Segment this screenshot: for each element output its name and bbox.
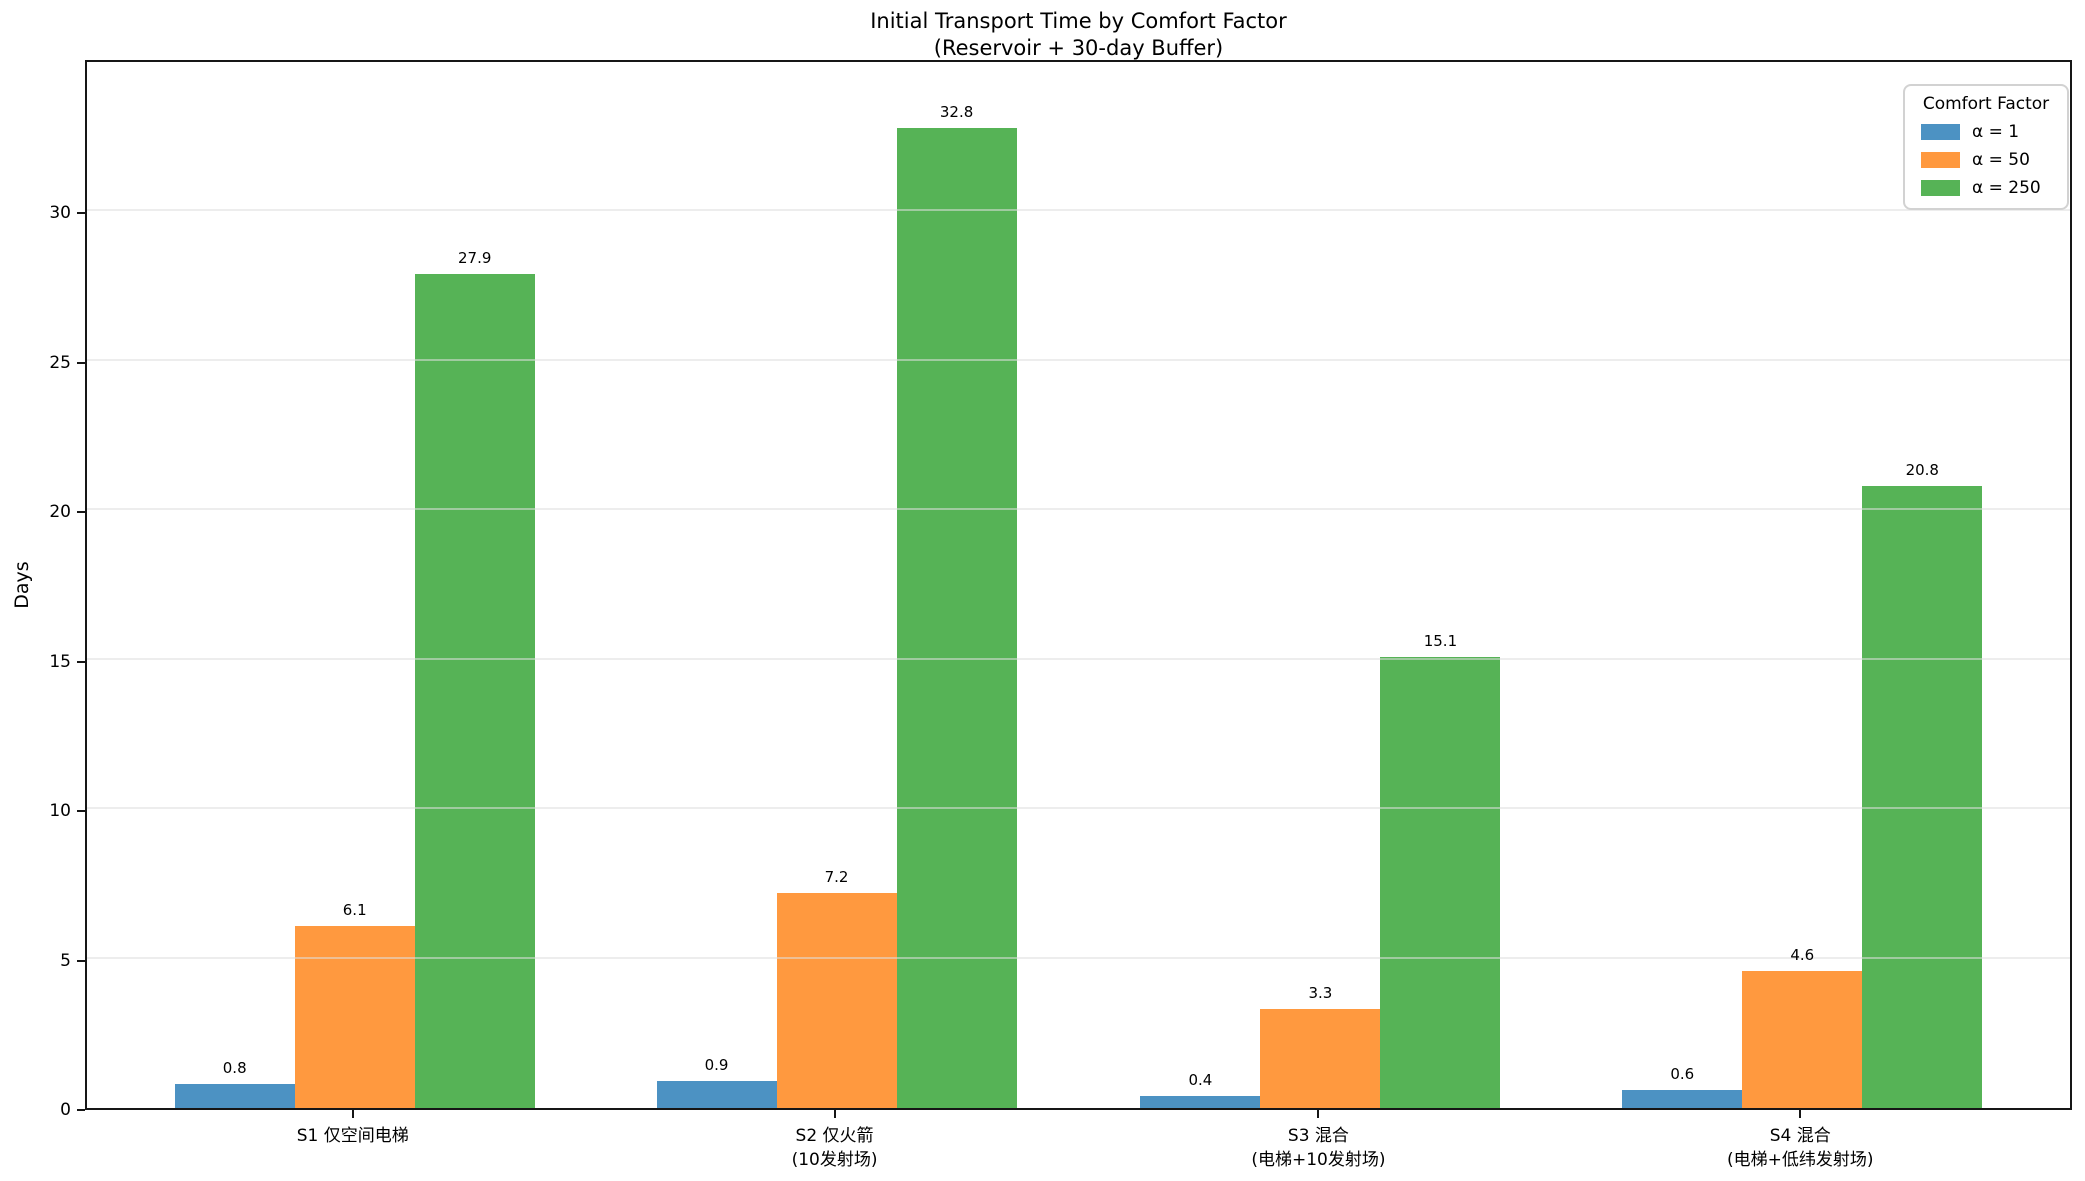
bar-value-label: 6.1 bbox=[342, 900, 367, 919]
bar-value-label: 32.8 bbox=[939, 102, 974, 121]
bar-3-α=50 bbox=[1260, 1009, 1381, 1108]
bar-value-label: 0.6 bbox=[1670, 1065, 1695, 1084]
plot-area: 0.8 6.1 27.9 0.9 7.2 32.8 0.4 3.3 15.1 0.6 4.6 20.8 bbox=[85, 60, 2072, 1110]
legend-label: α = 50 bbox=[1972, 150, 2030, 170]
legend-label: α = 1 bbox=[1972, 122, 2020, 142]
chart-title-line1: Initial Transport Time by Comfort Factor bbox=[870, 9, 1287, 33]
xtick-label: S3 混合 (电梯+10发射场) bbox=[1251, 1126, 1386, 1170]
legend: Comfort Factor α = 1 α = 50 α = 250 bbox=[1903, 84, 2069, 210]
bar-4-α=50 bbox=[1742, 970, 1863, 1108]
bar-value-label: 27.9 bbox=[458, 249, 492, 268]
xtick-mark bbox=[833, 1110, 836, 1118]
ytick-label: 10 bbox=[49, 801, 71, 822]
bar-value-label: 15.1 bbox=[1423, 631, 1458, 650]
bar-value-label: 4.6 bbox=[1790, 945, 1815, 964]
bar-1-α=1 bbox=[174, 1084, 295, 1108]
xtick-label: S2 仅火箭 (10发射场) bbox=[791, 1126, 878, 1170]
ytick-label: 25 bbox=[49, 352, 71, 373]
bar-1-α=250 bbox=[414, 274, 535, 1108]
bar-2-α=1 bbox=[656, 1081, 777, 1108]
ytick-label: 20 bbox=[49, 502, 71, 523]
xtick-label: S4 混合 (电梯+低纬发射场) bbox=[1727, 1126, 1874, 1170]
gridline bbox=[87, 657, 2070, 660]
ytick-label: 15 bbox=[49, 651, 71, 672]
gridline bbox=[87, 508, 2070, 511]
ytick-label: 30 bbox=[49, 203, 71, 224]
gridline bbox=[87, 209, 2070, 212]
bar-2-α=50 bbox=[776, 892, 897, 1108]
value-labels-layer: 0.8 6.1 27.9 0.9 7.2 32.8 0.4 3.3 15.1 0.6 4.6 20.8 bbox=[87, 62, 2070, 1108]
legend-entry: α = 50 bbox=[1915, 150, 2057, 170]
ytick-mark bbox=[77, 959, 85, 962]
grid-layer bbox=[87, 62, 2070, 1108]
bar-value-label: 3.3 bbox=[1308, 984, 1333, 1003]
bar-value-label: 0.9 bbox=[704, 1056, 729, 1075]
bar-2-α=250 bbox=[896, 127, 1017, 1108]
ytick-mark bbox=[77, 660, 85, 663]
ytick-label: 0 bbox=[60, 1100, 71, 1120]
ytick-mark bbox=[77, 212, 85, 215]
xtick-mark bbox=[351, 1110, 354, 1118]
y-axis-label: Days bbox=[11, 561, 33, 609]
legend-swatch-alpha-250 bbox=[1921, 180, 1960, 196]
xtick-mark bbox=[1317, 1110, 1320, 1118]
bar-value-label: 0.8 bbox=[222, 1059, 247, 1078]
legend-entry: α = 250 bbox=[1915, 178, 2057, 198]
gridline bbox=[87, 956, 2070, 959]
ytick-label: 5 bbox=[60, 950, 71, 971]
legend-entry: α = 1 bbox=[1915, 122, 2057, 142]
bar-1-α=50 bbox=[294, 925, 415, 1108]
bar-4-α=1 bbox=[1622, 1090, 1743, 1108]
gridline bbox=[87, 358, 2070, 361]
bar-3-α=1 bbox=[1140, 1096, 1261, 1108]
bars-layer bbox=[87, 62, 2070, 1108]
legend-swatch-alpha-50 bbox=[1921, 152, 1960, 168]
bar-4-α=250 bbox=[1862, 486, 1983, 1108]
bar-value-label: 20.8 bbox=[1905, 461, 1939, 480]
bar-value-label: 0.4 bbox=[1188, 1071, 1213, 1090]
ytick-mark bbox=[77, 511, 85, 514]
ytick-mark bbox=[77, 361, 85, 364]
bar-3-α=250 bbox=[1380, 656, 1501, 1108]
ytick-mark bbox=[77, 810, 85, 813]
legend-swatch-alpha-1 bbox=[1921, 124, 1960, 140]
chart-title-line2: (Reservoir + 30-day Buffer) bbox=[933, 36, 1224, 60]
chart-title: Initial Transport Time by Comfort Factor… bbox=[85, 8, 2072, 62]
gridline bbox=[87, 807, 2070, 810]
legend-title: Comfort Factor bbox=[1922, 94, 2050, 114]
bar-value-label: 7.2 bbox=[824, 867, 849, 886]
legend-label: α = 250 bbox=[1972, 178, 2041, 198]
xtick-mark bbox=[1799, 1110, 1802, 1118]
xtick-label: S1 仅空间电梯 bbox=[296, 1126, 409, 1146]
ytick-mark bbox=[77, 1109, 85, 1111]
